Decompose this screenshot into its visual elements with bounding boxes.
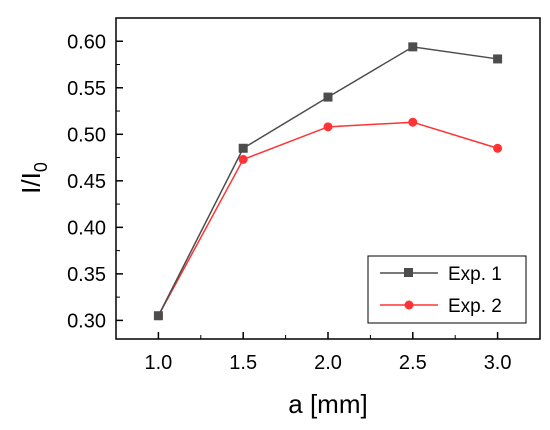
y-tick-label: 0.45: [67, 171, 106, 193]
y-axis-title: I/I0: [16, 162, 51, 194]
legend-label-exp2: Exp. 2: [448, 296, 502, 317]
data-point: [238, 143, 248, 153]
x-tick-label: 2.0: [314, 352, 342, 374]
data-point: [238, 154, 248, 164]
series-layer: [153, 42, 503, 321]
data-point: [493, 54, 503, 64]
legend-marker-exp1: [404, 268, 413, 277]
y-axis-title-subscript: 0: [31, 162, 51, 172]
y-tick-label: 0.30: [67, 310, 106, 332]
y-axis-title-main: I/I: [16, 172, 46, 194]
x-tick-label: 2.5: [399, 352, 427, 374]
y-tick-label: 0.55: [67, 78, 106, 100]
legend: Exp. 1 Exp. 2: [367, 255, 527, 324]
data-point: [408, 117, 418, 127]
axis-ticks: 1.0 1.5 2.0 2.5 3.0 0.30 0.35 0.40 0.45 0.50 0.55 0…: [67, 31, 511, 374]
legend-box: [367, 255, 527, 324]
y-tick-label: 0.50: [67, 124, 106, 146]
data-point: [493, 143, 503, 153]
y-tick-label: 0.40: [67, 217, 106, 239]
data-point: [323, 122, 333, 132]
x-tick-label: 1.0: [144, 352, 172, 374]
legend-label-exp1: Exp. 1: [448, 264, 502, 285]
y-tick-label: 0.35: [67, 264, 106, 286]
x-axis-title: a [mm]: [288, 389, 367, 419]
y-tick-label: 0.60: [67, 31, 106, 53]
data-point: [153, 311, 163, 321]
data-point: [408, 42, 418, 52]
data-point: [323, 92, 333, 102]
x-tick-label: 1.5: [229, 352, 257, 374]
series-exp-1: [153, 42, 503, 321]
legend-marker-exp2: [404, 300, 414, 310]
x-tick-label: 3.0: [484, 352, 512, 374]
